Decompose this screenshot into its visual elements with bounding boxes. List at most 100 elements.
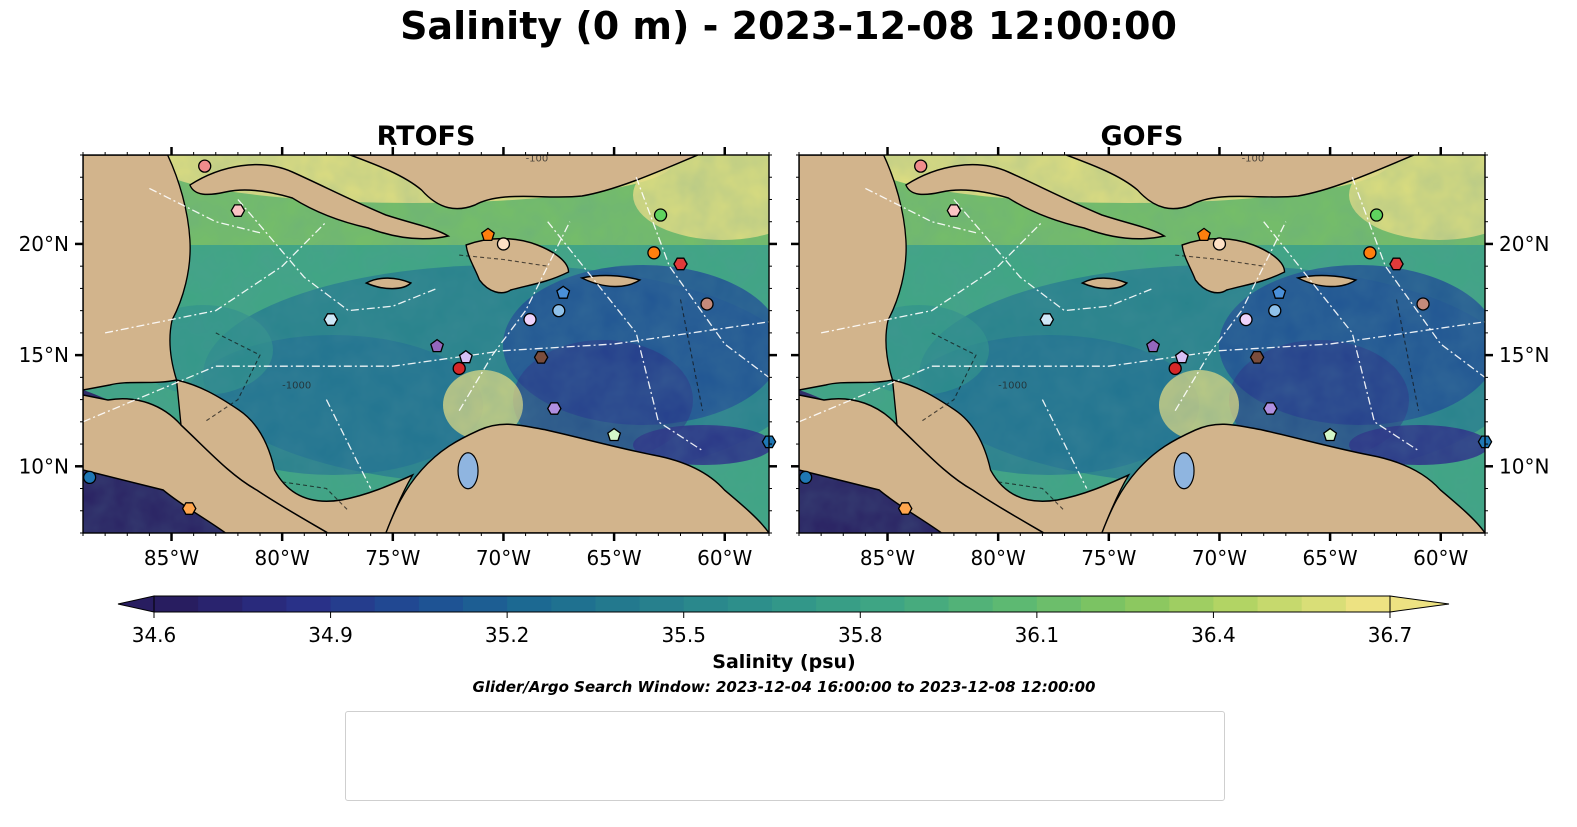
float-marker-4903244 <box>1369 208 1384 222</box>
eez-boundary <box>820 221 1043 334</box>
colorbar-tick-label: 35.8 <box>838 623 883 647</box>
lat-tick-label: 20°N <box>1499 232 1549 256</box>
colorbar-tick-label: 34.9 <box>308 623 353 647</box>
isobath <box>1175 254 1264 267</box>
map-panel-gofs: GOFS -1000 -100 85°W 80°W 75°W 70°W 65°W 60°W 10… <box>791 121 1549 570</box>
colorbar-extend-low <box>117 595 155 613</box>
float-marker-4903349 <box>1323 427 1338 442</box>
float-marker-4903629 <box>430 338 445 353</box>
colorbar-tick-label: 34.6 <box>132 623 177 647</box>
colorbar-step <box>992 596 1038 612</box>
colorbar-tick-label: 36.4 <box>1191 623 1236 647</box>
eez-boundary <box>1041 399 1088 489</box>
float-marker-6903135 <box>458 349 473 364</box>
lon-tick-label: 80°W <box>971 546 1026 570</box>
float-marker-6903136 <box>1239 312 1253 327</box>
colorbar-step <box>772 596 817 612</box>
lon-tick-label: 85°W <box>860 546 915 570</box>
lon-tick-label: 85°W <box>144 546 199 570</box>
eez-boundary <box>1263 221 1419 452</box>
colorbar-step <box>1125 596 1170 612</box>
panel-frame <box>798 154 1486 534</box>
lon-tick-label: 70°W <box>476 546 531 570</box>
float-marker-4903051 <box>1212 237 1227 251</box>
panel-title: RTOFS <box>377 121 476 152</box>
float-marker-6903135 <box>1174 349 1189 364</box>
colorbar-step <box>1301 596 1347 612</box>
isobath-label: -1000 <box>998 380 1027 391</box>
float-marker-4903349 <box>607 427 622 442</box>
isobath-label: -1000 <box>282 380 311 391</box>
colorbar-step <box>418 596 464 612</box>
float-marker-4902355 <box>1363 246 1377 260</box>
eez-boundary <box>799 321 1485 423</box>
float-marker-3902456 <box>556 285 571 299</box>
float-marker-4903352 <box>1389 257 1404 271</box>
float-marker-4901719 <box>323 313 339 326</box>
map-field: -1000 -100 <box>83 154 769 533</box>
panel-frame <box>82 154 770 534</box>
float-marker-4901719 <box>1039 313 1055 326</box>
lake <box>1173 452 1195 490</box>
lon-tick-label: 75°W <box>1081 546 1136 570</box>
colorbar-step <box>374 596 420 612</box>
float-marker-4902476 <box>897 502 913 515</box>
float-marker-2903766 <box>798 470 813 485</box>
colorbar-step <box>330 596 376 612</box>
map-panel-rtofs: RTOFS -1000 -100 85°W 80°W 75°W 70°W 65°W 60°W 1… <box>19 121 777 570</box>
colorbar-step <box>1257 596 1303 612</box>
land <box>83 155 769 533</box>
float-marker-4903350 <box>1168 361 1182 376</box>
float-marker-6903134 <box>1262 402 1278 415</box>
float-marker-6903136 <box>523 312 537 327</box>
lon-tick-label: 65°W <box>586 546 641 570</box>
lon-tick-label: 65°W <box>1302 546 1357 570</box>
float-marker-6903137 <box>1249 350 1265 364</box>
colorbar-tick-label: 35.5 <box>661 623 706 647</box>
lat-tick-label: 15°N <box>19 343 69 367</box>
lon-tick-label: 80°W <box>255 546 310 570</box>
isobath-label: -100 <box>1242 154 1265 165</box>
lat-tick-label: 10°N <box>1499 454 1549 478</box>
float-marker-4902113 <box>1196 227 1211 242</box>
panel-title: GOFS <box>1100 121 1183 152</box>
map-field: -1000 -100 <box>799 154 1485 533</box>
colorbar-step <box>639 596 685 612</box>
colorbar-step <box>286 596 332 612</box>
eez-boundary <box>325 399 372 489</box>
float-marker-4902113 <box>480 227 495 242</box>
float-marker-2903766 <box>82 470 97 485</box>
colorbar-step <box>463 596 508 612</box>
lat-tick-label: 10°N <box>19 454 69 478</box>
isobath-label: -100 <box>526 154 549 165</box>
colorbar-step <box>904 596 950 612</box>
eez-boundary <box>237 199 438 312</box>
colorbar-step <box>1213 596 1259 612</box>
colorbar-step <box>860 596 905 612</box>
isobath <box>204 332 261 423</box>
eez-boundary <box>104 221 327 334</box>
float-marker-3902456 <box>1272 285 1287 299</box>
float-marker-6904223 <box>1416 297 1430 311</box>
isobath <box>282 481 349 512</box>
lon-tick-label: 60°W <box>697 546 752 570</box>
colorbar-step <box>595 596 641 612</box>
float-marker-4903244 <box>653 208 668 222</box>
isobath <box>459 254 548 267</box>
float-marker-6904223 <box>700 297 714 311</box>
colorbar-step <box>1081 596 1126 612</box>
lake <box>457 452 479 490</box>
colorbar-step <box>242 596 287 612</box>
colorbar-step <box>683 596 729 612</box>
float-marker-6903137 <box>533 350 549 364</box>
lat-tick-label: 20°N <box>19 232 69 256</box>
float-marker-3902457 <box>552 303 566 318</box>
float-marker-6903134 <box>546 402 562 415</box>
float-marker-4903352 <box>673 257 688 271</box>
float-marker-4903553 <box>914 159 928 173</box>
eez-boundary <box>458 221 571 412</box>
colorbar: 34.6 34.9 35.2 35.5 35.8 36.1 36.4 36.7 <box>117 595 1450 647</box>
isobath <box>1395 299 1420 411</box>
colorbar-step <box>507 596 552 612</box>
eez-boundary <box>547 221 703 452</box>
